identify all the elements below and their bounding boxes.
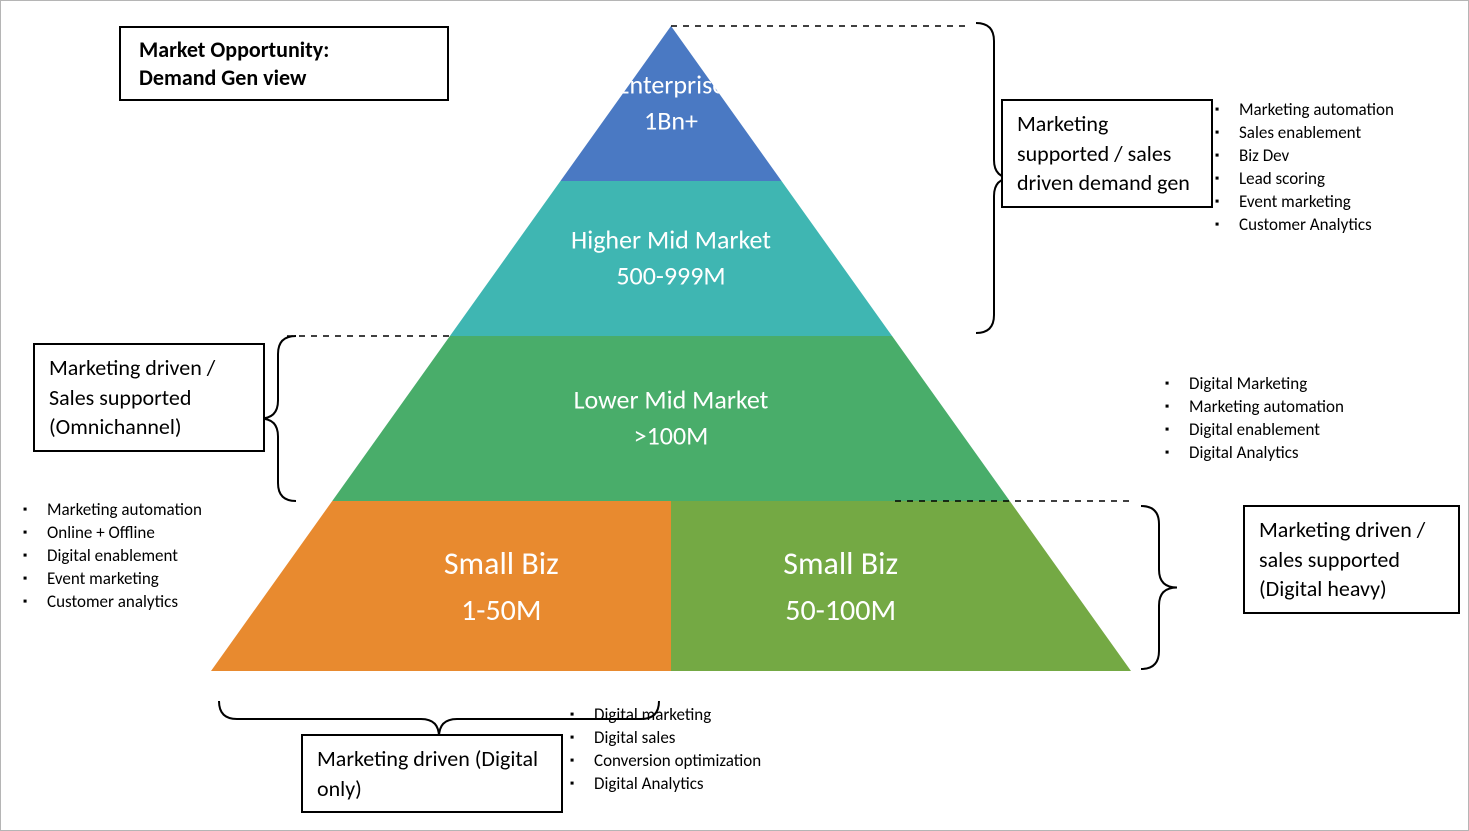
cap-item: Sales enablement xyxy=(1239,122,1419,145)
callout-bot-center: Marketing driven (Digital only) xyxy=(301,734,563,813)
cap-item: Biz Dev xyxy=(1239,145,1419,168)
caps-mid-left: Marketing automationOnline + OfflineDigi… xyxy=(19,499,247,614)
cap-item: Lead scoring xyxy=(1239,168,1419,191)
cap-item: Digital Analytics xyxy=(1189,442,1389,465)
cap-item: Event marketing xyxy=(1239,191,1419,214)
caps-bot-center: Digital marketingDigital salesConversion… xyxy=(566,704,794,796)
cap-item: Customer Analytics xyxy=(1239,214,1419,237)
caps-mid-right: Digital MarketingMarketing automationDig… xyxy=(1161,373,1389,465)
cap-item: Digital marketing xyxy=(594,704,794,727)
cap-item: Event marketing xyxy=(47,568,247,591)
cap-item: Digital Analytics xyxy=(594,773,794,796)
cap-item: Digital Marketing xyxy=(1189,373,1389,396)
caps-top-right: Marketing automationSales enablementBiz … xyxy=(1211,99,1419,237)
callout-mid-left: Marketing driven / Sales supported (Omni… xyxy=(33,343,265,452)
cap-item: Digital enablement xyxy=(47,545,247,568)
cap-item: Digital sales xyxy=(594,727,794,750)
cap-item: Digital enablement xyxy=(1189,419,1389,442)
cap-item: Marketing automation xyxy=(1239,99,1419,122)
cap-item: Marketing automation xyxy=(47,499,247,522)
cap-item: Online + Offline xyxy=(47,522,247,545)
cap-item: Marketing automation xyxy=(1189,396,1389,419)
cap-item: Conversion optimization xyxy=(594,750,794,773)
callout-bot-right: Marketing driven / sales supported (Digi… xyxy=(1243,505,1460,614)
callout-top-right: Marketing supported / sales driven deman… xyxy=(1001,99,1213,208)
cap-item: Customer analytics xyxy=(47,591,247,614)
